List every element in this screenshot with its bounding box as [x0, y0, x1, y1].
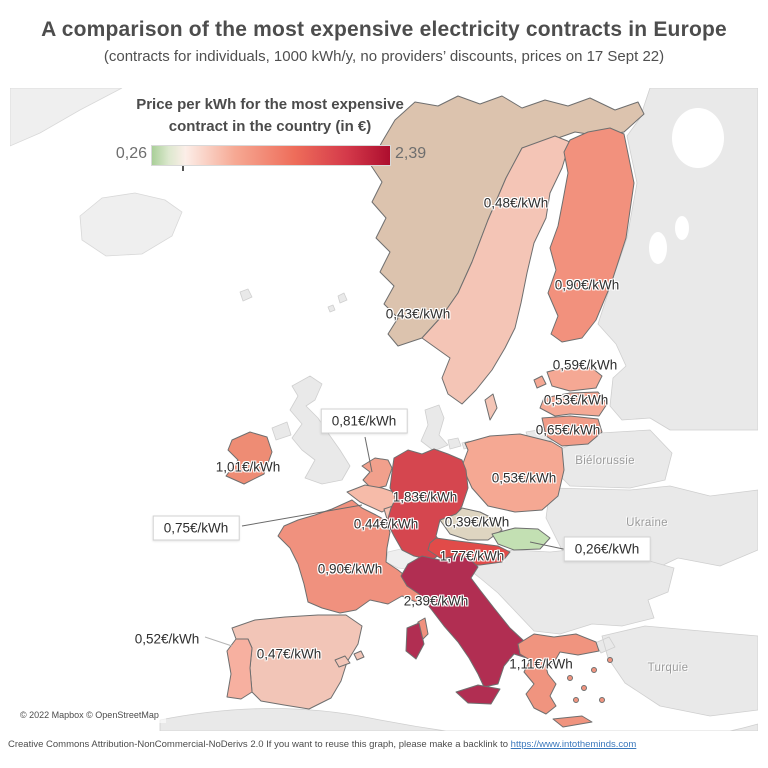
label-sweden: 0,48€/kWh	[483, 195, 549, 211]
country-france[interactable]	[277, 499, 432, 614]
island-sicily[interactable]	[455, 684, 501, 705]
geo-label-belarus: Biélorussie	[575, 455, 635, 467]
country-lithuania[interactable]	[541, 415, 603, 447]
country-czech-republic[interactable]	[439, 507, 503, 541]
country-united-kingdom	[289, 375, 351, 485]
region-balkans	[457, 547, 675, 635]
country-slovakia[interactable]	[491, 527, 551, 551]
leader-netherlands	[364, 436, 373, 473]
country-finland[interactable]	[547, 127, 635, 343]
islands-balearic[interactable]	[334, 650, 365, 668]
footer-license-text: Creative Commons Attribution-NonCommerci…	[8, 739, 511, 750]
white-sea	[672, 108, 724, 168]
leader-belgium	[241, 504, 363, 527]
page-subtitle: (contracts for individuals, 1000 kWh/y, …	[103, 48, 665, 65]
label-poland: 0,53€/kWh	[491, 470, 557, 486]
label-luxembourg: 0,44€/kWh	[353, 516, 419, 532]
legend-title: Price per kWh for the most expensive con…	[136, 96, 404, 135]
shetland-islands	[327, 292, 348, 313]
label-france: 0,90€/kWh	[317, 561, 383, 577]
legend-gradient-bar	[151, 144, 391, 166]
label-czech-republic: 0,39€/kWh	[444, 514, 510, 530]
faroe-islands	[239, 288, 253, 302]
country-netherlands[interactable]	[361, 457, 393, 490]
country-portugal[interactable]	[226, 638, 253, 700]
islands-aegean	[567, 657, 613, 703]
label-estonia: 0,59€/kWh	[552, 357, 618, 373]
label-germany: 1,83€/kWh	[392, 489, 458, 505]
country-russia	[597, 88, 758, 431]
lake-ladoga	[649, 232, 667, 264]
header: A comparison of the most expensive elect…	[0, 18, 768, 65]
country-estonia[interactable]	[533, 365, 603, 392]
label-finland: 0,90€/kWh	[554, 277, 620, 293]
legend-tick	[182, 165, 184, 171]
region-north-africa	[159, 708, 758, 731]
callout-netherlands: 0,81€/kWh	[320, 408, 408, 434]
legend-max-value: 2,39	[395, 144, 427, 162]
island-sardinia[interactable]	[405, 622, 425, 660]
map-attribution: © 2022 Mapbox © OpenStreetMap	[13, 707, 166, 723]
legend-min-value: 0,26	[115, 144, 147, 162]
label-portugal: 0,52€/kWh	[134, 631, 200, 647]
map-canvas	[10, 88, 758, 731]
country-germany[interactable]	[386, 448, 469, 561]
legend: Price per kWh for the most expensive con…	[105, 94, 435, 171]
label-italy: 2,39€/kWh	[403, 593, 469, 609]
region-northern-ireland	[271, 421, 292, 441]
island-gotland[interactable]	[484, 393, 498, 421]
country-belgium[interactable]	[346, 484, 397, 513]
lake-onega	[675, 216, 689, 240]
callout-slovakia: 0,26€/kWh	[563, 536, 651, 562]
label-austria: 1,77€/kWh	[439, 548, 505, 564]
geo-label-turkey: Turquie	[647, 662, 689, 674]
footer: Creative Commons Attribution-NonCommerci…	[8, 739, 636, 750]
leader-slovakia	[529, 541, 569, 551]
country-greece[interactable]	[517, 633, 600, 715]
page-title: A comparison of the most expensive elect…	[41, 18, 727, 41]
island-crete[interactable]	[552, 715, 593, 728]
label-greece: 1,11€/kWh	[509, 656, 573, 672]
geo-label-ukraine: Ukraine	[626, 517, 668, 529]
label-spain: 0,47€/kWh	[256, 646, 322, 662]
country-sweden[interactable]	[421, 135, 571, 405]
leader-portugal	[204, 636, 233, 647]
label-lithuania: 0,65€/kWh	[535, 422, 601, 438]
country-iceland	[79, 192, 183, 257]
country-greenland	[10, 88, 123, 147]
country-italy[interactable]	[400, 554, 538, 688]
country-ireland[interactable]	[225, 431, 273, 485]
country-latvia[interactable]	[539, 391, 608, 417]
label-latvia: 0,53€/kWh	[543, 392, 609, 408]
label-norway: 0,43€/kWh	[385, 306, 451, 322]
label-ireland: 1,01€/kWh	[215, 459, 281, 475]
europe-map: Price per kWh for the most expensive con…	[10, 88, 758, 731]
footer-backlink[interactable]: https://www.intotheminds.com	[510, 739, 637, 750]
callout-belgium: 0,75€/kWh	[152, 515, 240, 541]
